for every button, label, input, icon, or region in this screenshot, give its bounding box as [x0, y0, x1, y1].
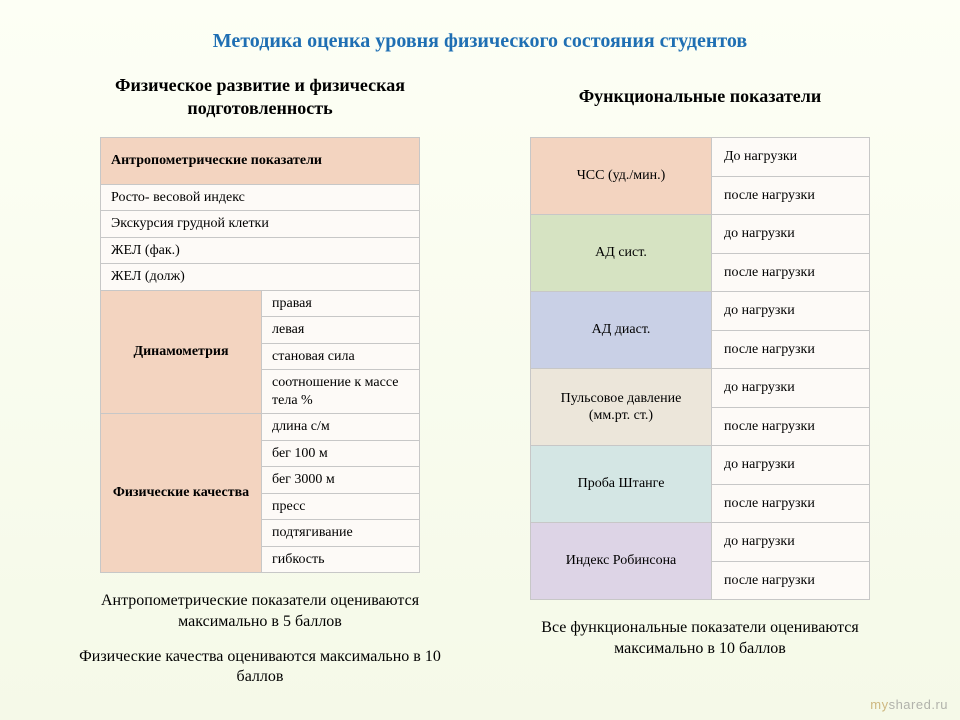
table-row: ЖЕЛ (долж) — [101, 264, 420, 291]
param-label: Проба Штанге — [531, 446, 712, 523]
cell: подтягивание — [262, 520, 420, 547]
left-table: Антропометрические показатели Росто- вес… — [100, 137, 420, 573]
cell: правая — [262, 290, 420, 317]
table-row: АД диаст. до нагрузки — [531, 292, 870, 331]
cell: Росто- весовой индекс — [101, 184, 420, 211]
left-heading: Физическое развитие и физическая подгото… — [60, 73, 460, 121]
table-row: Пульсовое давление (мм.рт. ст.) до нагру… — [531, 369, 870, 408]
group-label-physical-qualities: Физические качества — [101, 414, 262, 573]
cell: бег 100 м — [262, 440, 420, 467]
right-table: ЧСС (уд./мин.) До нагрузки после нагрузк… — [530, 137, 870, 600]
cell: гибкость — [262, 546, 420, 573]
cell: после нагрузки — [712, 176, 870, 215]
cell: длина с/м — [262, 414, 420, 441]
cell: до нагрузки — [712, 215, 870, 254]
group-label-dynamometry: Динамометрия — [101, 290, 262, 414]
right-heading: Функциональные показатели — [579, 73, 822, 121]
cell: Экскурсия грудной клетки — [101, 211, 420, 238]
cell: пресс — [262, 493, 420, 520]
cell: ЖЕЛ (фак.) — [101, 237, 420, 264]
columns: Физическое развитие и физическая подгото… — [60, 73, 900, 688]
page-title: Методика оценка уровня физического состо… — [60, 30, 900, 53]
left-column: Физическое развитие и физическая подгото… — [60, 73, 460, 688]
table-row: ЧСС (уд./мин.) До нагрузки — [531, 138, 870, 177]
table-row: Росто- весовой индекс — [101, 184, 420, 211]
table-row: Индекс Робинсона до нагрузки — [531, 523, 870, 562]
table-row: ЖЕЛ (фак.) — [101, 237, 420, 264]
table-row: Физические качества длина с/м — [101, 414, 420, 441]
cell: после нагрузки — [712, 253, 870, 292]
param-label: Пульсовое давление (мм.рт. ст.) — [531, 369, 712, 446]
cell: ЖЕЛ (долж) — [101, 264, 420, 291]
cell: до нагрузки — [712, 369, 870, 408]
watermark-right: shared.ru — [889, 697, 948, 712]
table-row: Антропометрические показатели — [101, 138, 420, 185]
right-note: Все функциональные показатели оцениваютс… — [500, 618, 900, 660]
cell: до нагрузки — [712, 446, 870, 485]
watermark-left: my — [870, 697, 888, 712]
cell: после нагрузки — [712, 561, 870, 600]
table-row: Экскурсия грудной клетки — [101, 211, 420, 238]
cell: До нагрузки — [712, 138, 870, 177]
cell: до нагрузки — [712, 523, 870, 562]
param-label: ЧСС (уд./мин.) — [531, 138, 712, 215]
right-column: Функциональные показатели ЧСС (уд./мин.)… — [500, 73, 900, 688]
param-label: Индекс Робинсона — [531, 523, 712, 600]
slide: Методика оценка уровня физического состо… — [0, 0, 960, 720]
table-row: АД сист. до нагрузки — [531, 215, 870, 254]
table-row: Динамометрия правая — [101, 290, 420, 317]
cell: после нагрузки — [712, 330, 870, 369]
cell: после нагрузки — [712, 484, 870, 523]
param-label: АД сист. — [531, 215, 712, 292]
table-row: Проба Штанге до нагрузки — [531, 446, 870, 485]
cell: бег 3000 м — [262, 467, 420, 494]
cell: левая — [262, 317, 420, 344]
left-note-1: Антропометрические показатели оцениваютс… — [60, 591, 460, 633]
cell: после нагрузки — [712, 407, 870, 446]
left-table-header: Антропометрические показатели — [101, 138, 420, 185]
cell: соотношение к массе тела % — [262, 370, 420, 414]
watermark: myshared.ru — [870, 697, 948, 712]
cell: до нагрузки — [712, 292, 870, 331]
cell: становая сила — [262, 343, 420, 370]
left-note-2: Физические качества оцениваются максимал… — [60, 647, 460, 689]
param-label: АД диаст. — [531, 292, 712, 369]
